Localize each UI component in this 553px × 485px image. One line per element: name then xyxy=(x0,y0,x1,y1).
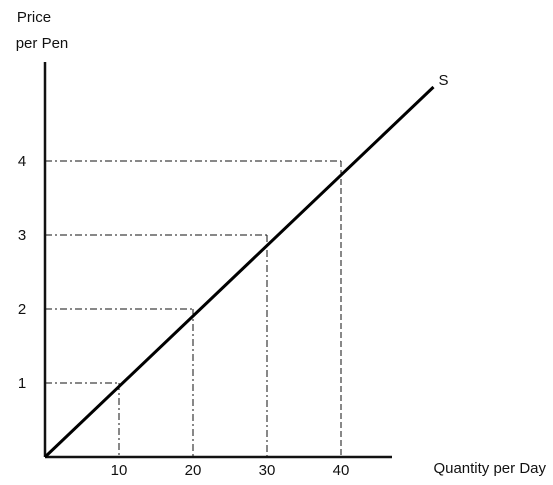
y-axis-label-line1: Price xyxy=(17,9,51,26)
y-tick-label-2: 2 xyxy=(18,301,26,318)
guide-lines xyxy=(45,160,342,457)
x-tick-label-40: 40 xyxy=(333,462,350,479)
y-tick-label-4: 4 xyxy=(18,153,26,170)
y-axis-label-line2: per Pen xyxy=(16,35,69,52)
y-tick-label-1: 1 xyxy=(18,375,26,392)
x-axis-label: Quantity per Day xyxy=(433,460,546,477)
supply-curve-s xyxy=(43,85,435,459)
x-tick-label-30: 30 xyxy=(259,462,276,479)
y-tick-label-3: 3 xyxy=(18,227,26,244)
x-tick-label-20: 20 xyxy=(185,462,202,479)
x-tick-label-10: 10 xyxy=(111,462,128,479)
supply-curve-label: S xyxy=(439,72,449,89)
tick-labels: 1 2 3 4 10 20 30 40 xyxy=(18,153,350,479)
